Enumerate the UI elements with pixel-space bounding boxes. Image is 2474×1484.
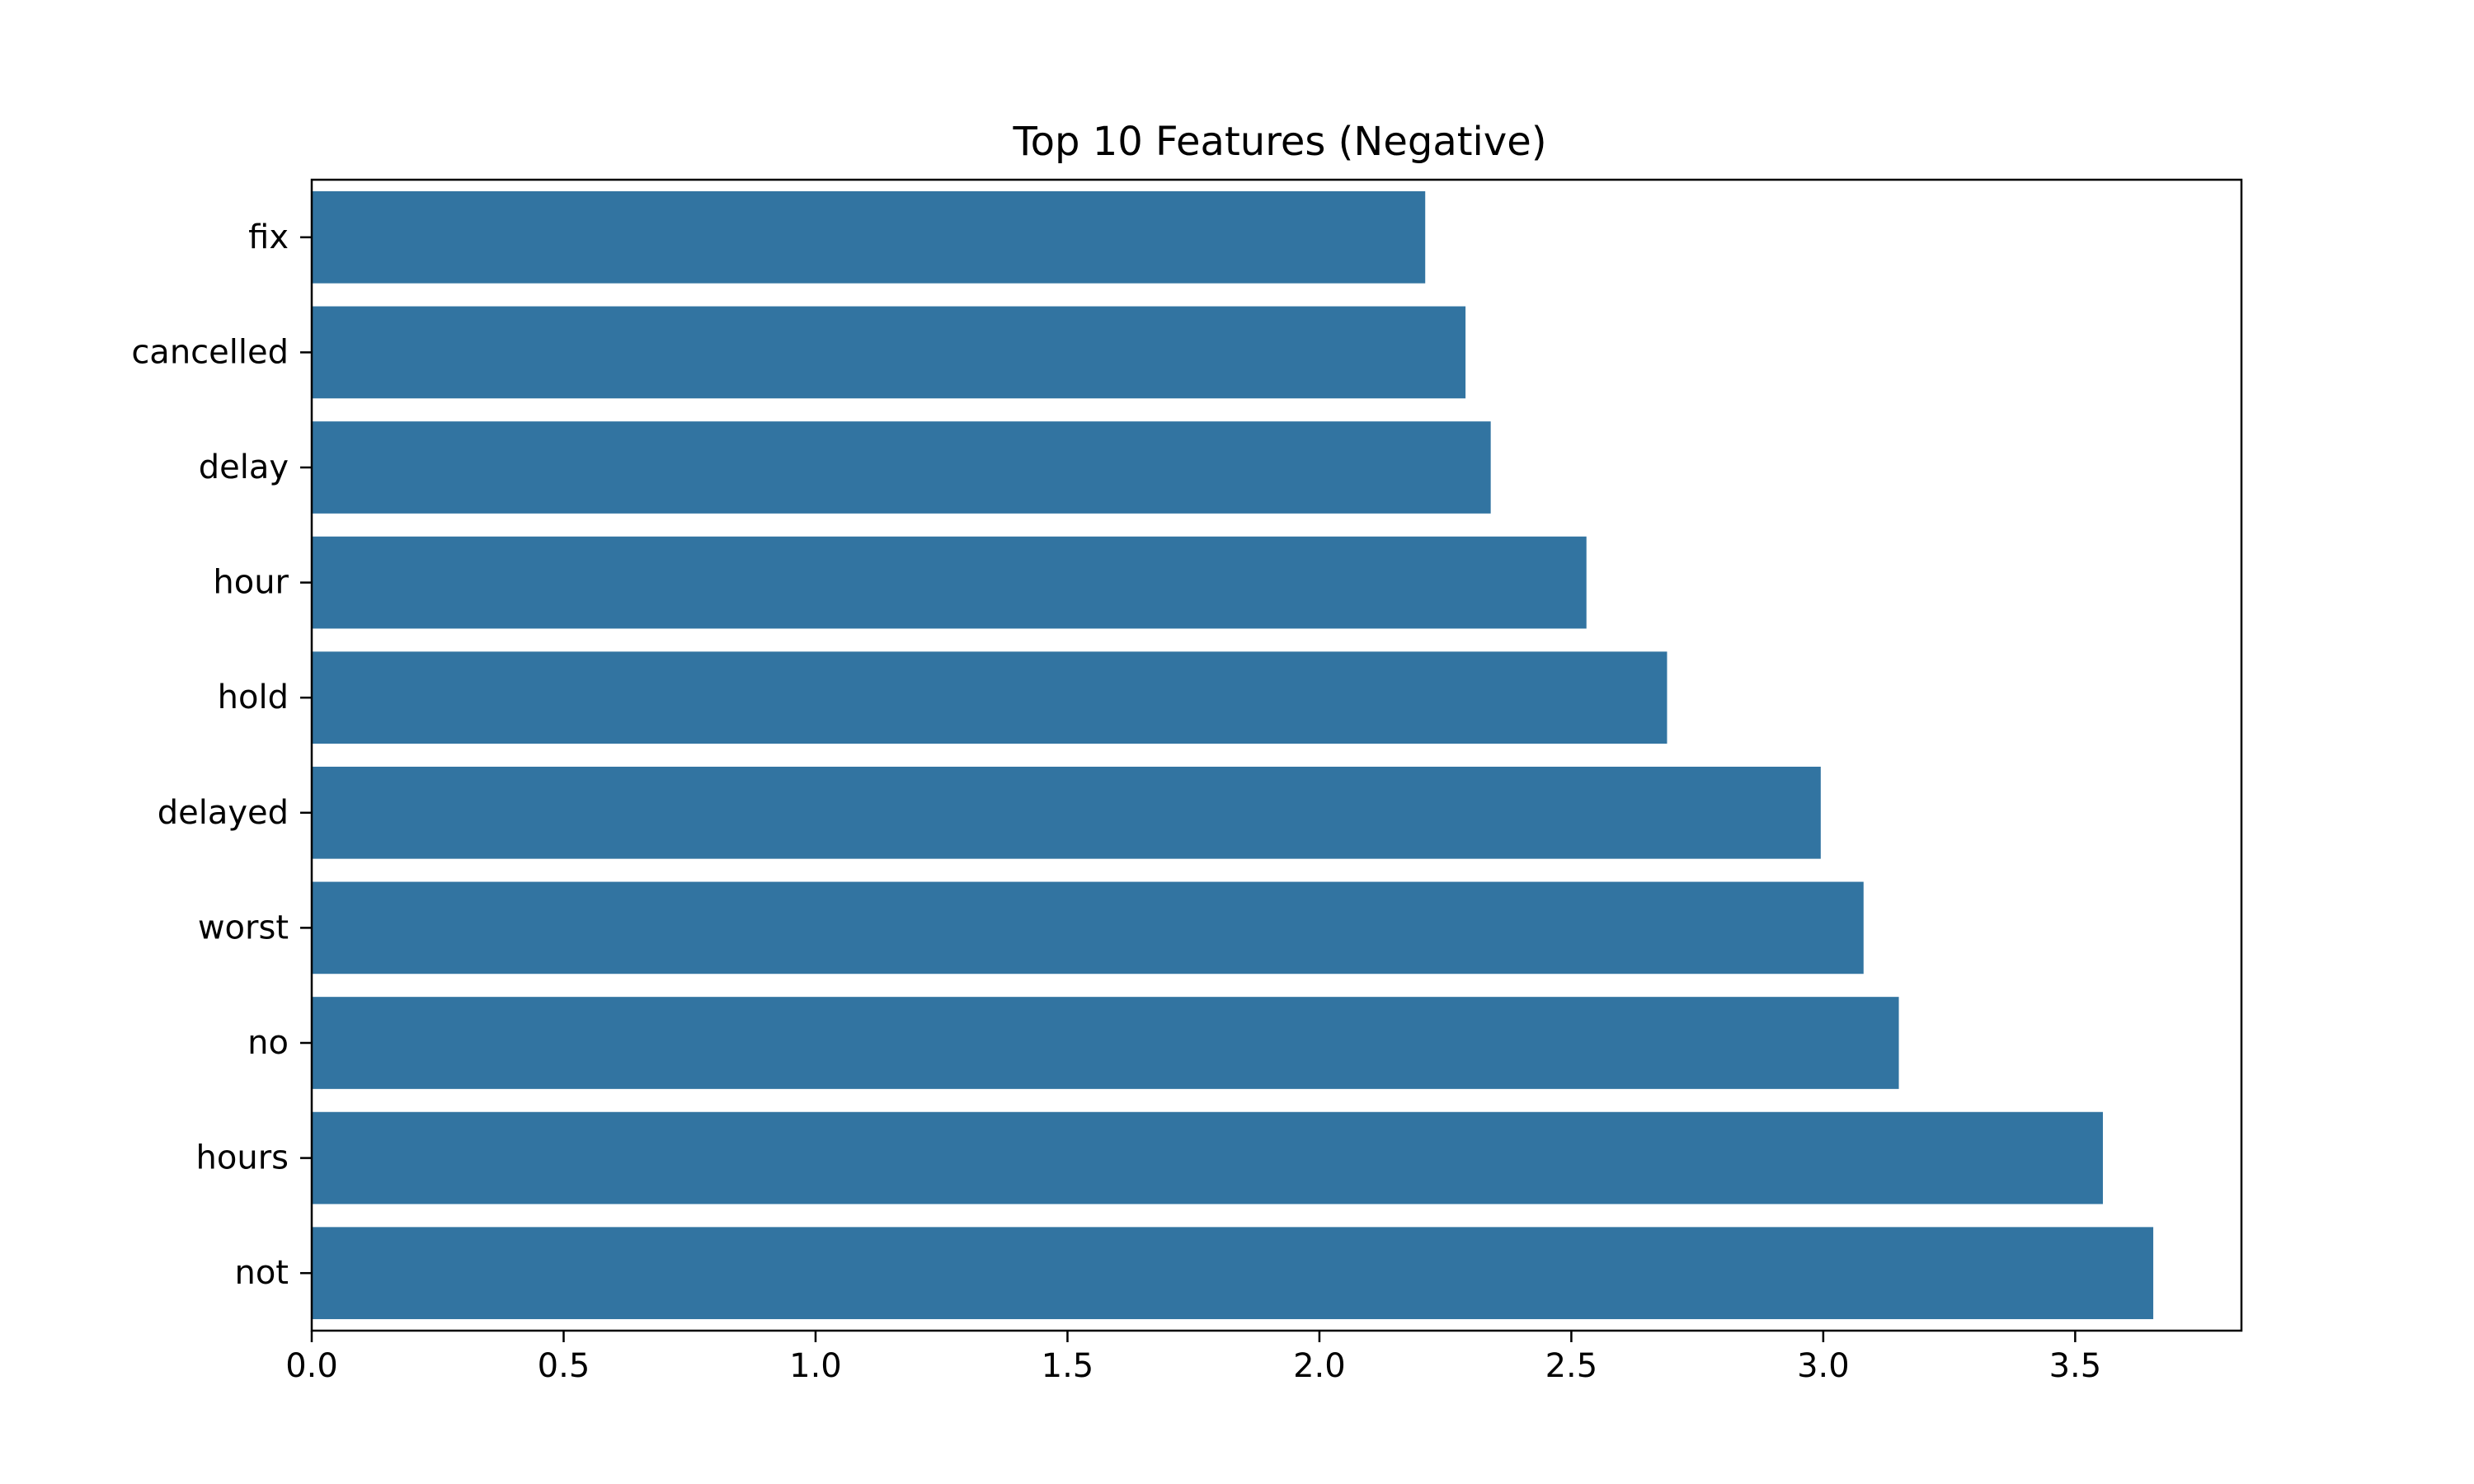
x-axis: 0.0 0.5 1.0 1.5 2.0 2.5 3.0 3.5 (285, 1331, 2101, 1385)
y-tick-label: fix (248, 218, 289, 256)
y-tick-label: delayed (158, 794, 289, 832)
y-tick-label: not (234, 1254, 289, 1292)
bar-no (312, 997, 1899, 1089)
y-tick-label: hour (213, 564, 289, 602)
bar-hours (312, 1111, 2103, 1205)
x-tick-label: 0.0 (285, 1347, 338, 1385)
x-tick-label: 0.5 (538, 1347, 590, 1385)
bar-not (312, 1227, 2154, 1320)
y-tick-label: hours (196, 1139, 289, 1177)
bar-delay (312, 421, 1491, 514)
chart-title: Top 10 Features (Negative) (1012, 119, 1546, 165)
x-tick-label: 3.0 (1797, 1347, 1850, 1385)
bars-layer (312, 190, 2154, 1320)
bar-hold (312, 651, 1667, 744)
bar-hour (312, 536, 1587, 629)
x-tick-label: 1.0 (789, 1347, 842, 1385)
y-tick-label: no (247, 1024, 289, 1062)
x-tick-label: 3.5 (2049, 1347, 2102, 1385)
x-tick-label: 2.0 (1293, 1347, 1346, 1385)
y-tick-label: hold (218, 679, 289, 716)
y-axis: fix cancelled delay hour hold delayed worst no h… (131, 218, 312, 1292)
plot-frame (310, 178, 2243, 1332)
y-tick-label: delay (199, 448, 289, 486)
y-tick-label: cancelled (131, 333, 289, 371)
bar-worst (312, 881, 1864, 974)
x-tick-label: 2.5 (1545, 1347, 1598, 1385)
bar-cancelled (312, 306, 1466, 399)
y-tick-label: worst (198, 909, 289, 946)
x-tick-label: 1.5 (1042, 1347, 1094, 1385)
bar-fix (312, 190, 1426, 284)
bar-delayed (312, 766, 1821, 859)
